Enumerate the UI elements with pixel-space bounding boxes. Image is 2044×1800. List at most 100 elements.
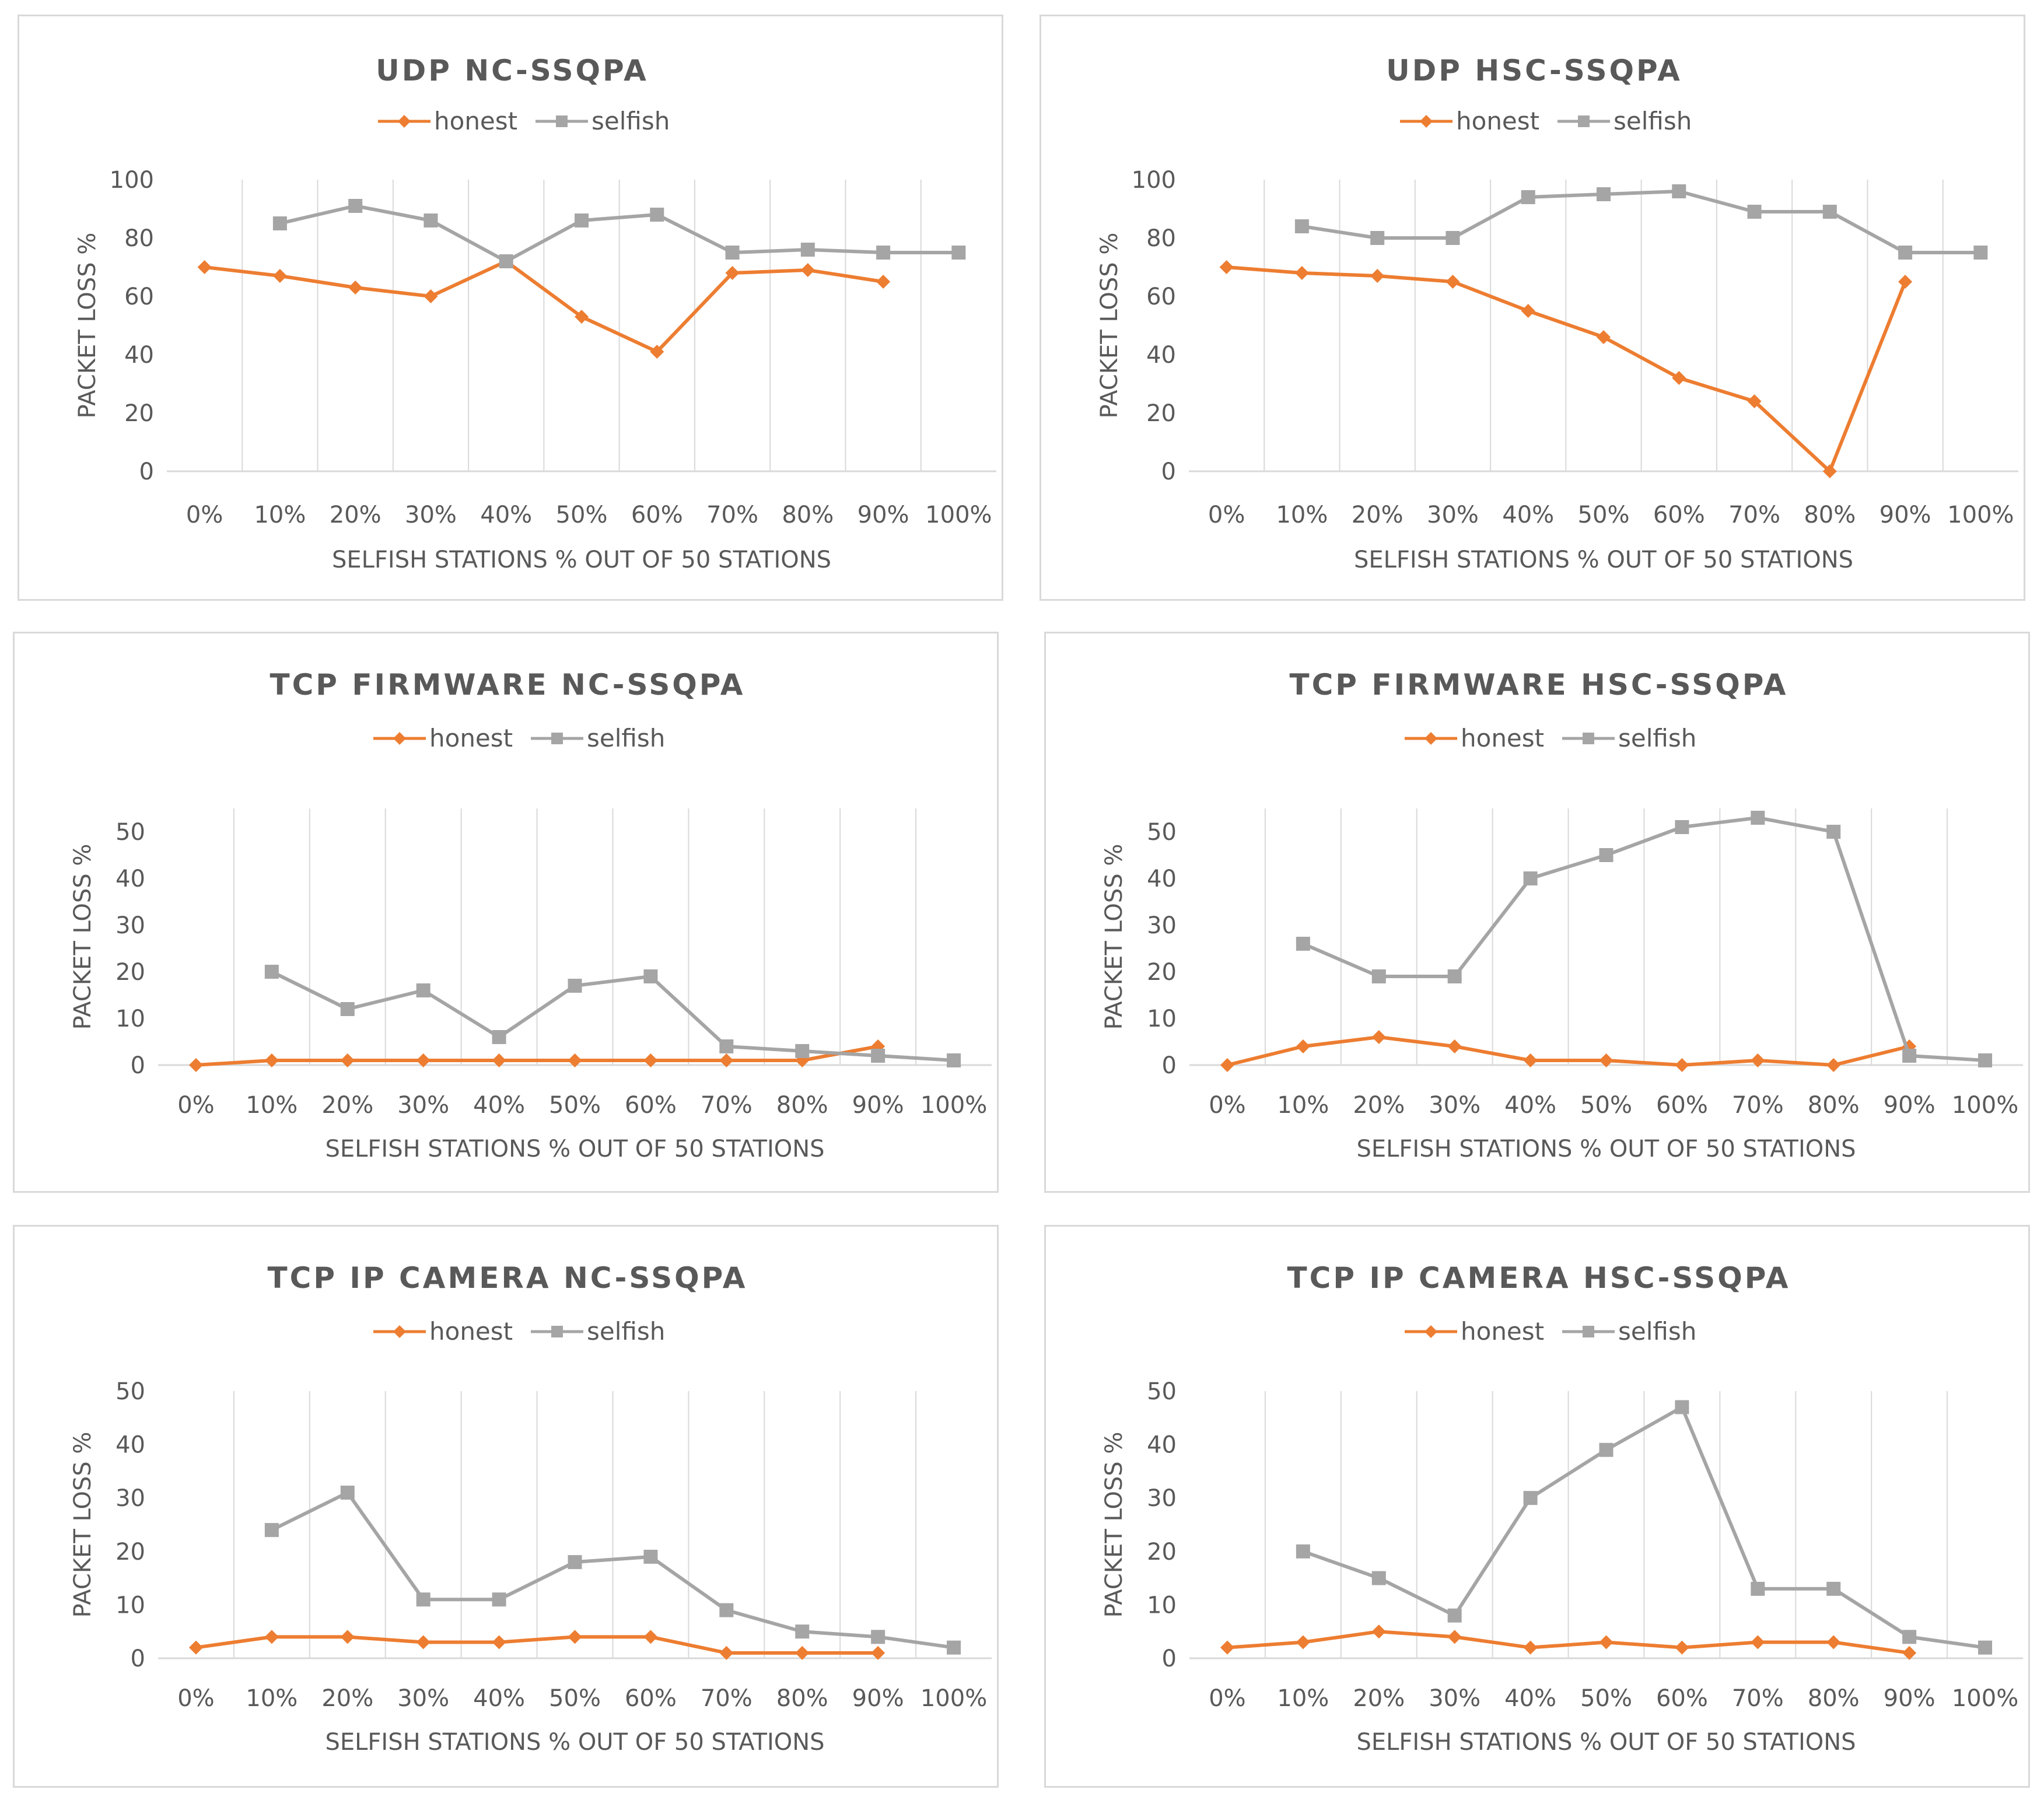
chart-title: TCP FIRMWARE HSC-SSQPA bbox=[1289, 668, 1788, 702]
y-axis-label: PACKET LOSS % bbox=[69, 844, 96, 1030]
data-point-honest bbox=[1599, 1635, 1614, 1650]
y-axis-label: PACKET LOSS % bbox=[69, 1432, 96, 1618]
data-point-honest bbox=[1751, 1053, 1765, 1067]
series-line-honest bbox=[195, 1045, 878, 1067]
data-point-selfish bbox=[800, 243, 815, 257]
legend-label-honest: honest bbox=[434, 107, 517, 135]
data-point-honest bbox=[650, 345, 664, 359]
x-tick-label: 30% bbox=[1429, 1685, 1480, 1712]
legend-marker-honest bbox=[393, 732, 406, 745]
y-axis-label: PACKET LOSS % bbox=[1101, 844, 1128, 1030]
x-tick-label: 80% bbox=[1804, 502, 1856, 528]
series-line-selfish bbox=[1302, 816, 1986, 1062]
x-tick-label: 10% bbox=[246, 1685, 298, 1712]
y-tick-label: 60 bbox=[1146, 283, 1176, 310]
data-point-selfish bbox=[492, 1592, 506, 1607]
data-point-selfish bbox=[1371, 1571, 1386, 1585]
x-tick-label: 60% bbox=[625, 1092, 677, 1119]
data-point-honest bbox=[1371, 1624, 1386, 1639]
x-tick-label: 80% bbox=[782, 502, 834, 528]
x-tick-label: 100% bbox=[921, 1092, 987, 1119]
data-point-selfish bbox=[951, 246, 966, 260]
x-axis-label: SELFISH STATIONS % OUT OF 50 STATIONS bbox=[1356, 1136, 1856, 1162]
chart-panel-tcp-firmware-hsc-ssqpa: TCP FIRMWARE HSC-SSQPA honest selfish 0 10 20… bbox=[1044, 632, 2030, 1193]
y-tick-label: 0 bbox=[139, 458, 154, 485]
y-tick-label: 60 bbox=[124, 283, 154, 310]
data-point-selfish bbox=[492, 1030, 506, 1044]
x-tick-label: 50% bbox=[1580, 1685, 1632, 1712]
data-point-selfish bbox=[499, 254, 513, 268]
data-point-honest bbox=[188, 1058, 203, 1072]
y-tick-label: 0 bbox=[1162, 1052, 1177, 1079]
x-tick-label: 80% bbox=[1808, 1092, 1860, 1119]
chart-title: TCP IP CAMERA NC-SSQPA bbox=[268, 1261, 748, 1295]
x-tick-label: 40% bbox=[1504, 1685, 1556, 1712]
x-tick-label: 20% bbox=[330, 502, 382, 528]
data-point-honest bbox=[1220, 1058, 1234, 1072]
data-point-honest bbox=[1675, 1058, 1689, 1072]
x-tick-label: 60% bbox=[1653, 502, 1705, 528]
x-tick-label: 70% bbox=[701, 1685, 752, 1712]
data-point-selfish bbox=[1675, 820, 1689, 834]
legend-marker-honest bbox=[1420, 115, 1433, 128]
chart-svg: TCP IP CAMERA NC-SSQPA honest selfish 0 10 20… bbox=[69, 1261, 992, 1756]
chart-panel-tcp-ip-camera-nc-ssqpa: TCP IP CAMERA NC-SSQPA honest selfish 0 10 20… bbox=[13, 1225, 999, 1788]
x-tick-label: 100% bbox=[1952, 1685, 2018, 1712]
data-point-selfish bbox=[1294, 219, 1309, 233]
data-point-selfish bbox=[1751, 1581, 1765, 1596]
legend-marker-selfish bbox=[1583, 733, 1594, 744]
x-tick-label: 30% bbox=[1429, 1092, 1480, 1119]
data-point-selfish bbox=[416, 1592, 430, 1607]
x-tick-label: 10% bbox=[1276, 502, 1328, 528]
x-tick-label: 10% bbox=[1277, 1685, 1329, 1712]
data-point-selfish bbox=[643, 1549, 658, 1564]
data-point-honest bbox=[492, 1635, 506, 1650]
data-point-selfish bbox=[650, 208, 664, 222]
y-tick-label: 50 bbox=[116, 1378, 145, 1405]
data-point-honest bbox=[1902, 1645, 1917, 1660]
data-point-selfish bbox=[795, 1044, 810, 1058]
chart-panel-tcp-ip-camera-hsc-ssqpa: TCP IP CAMERA HSC-SSQPA honest selfish 0 10 2… bbox=[1044, 1225, 2030, 1788]
y-tick-label: 100 bbox=[110, 167, 154, 194]
data-point-selfish bbox=[1597, 187, 1611, 201]
series-line-selfish bbox=[1301, 190, 1981, 254]
y-tick-label: 10 bbox=[1147, 1006, 1177, 1032]
x-tick-label: 50% bbox=[549, 1685, 601, 1712]
data-point-selfish bbox=[1447, 1608, 1462, 1623]
x-tick-label: 40% bbox=[480, 502, 532, 528]
chart-svg: UDP NC-SSQPA honest selfish 0 20 40 60 80 100 0% 1… bbox=[74, 54, 996, 573]
y-tick-label: 20 bbox=[124, 400, 154, 427]
x-axis-label: SELFISH STATIONS % OUT OF 50 STATIONS bbox=[325, 1729, 824, 1756]
y-tick-label: 20 bbox=[116, 959, 145, 986]
x-tick-label: 90% bbox=[1884, 1092, 1936, 1119]
y-tick-label: 0 bbox=[131, 1645, 145, 1672]
legend-marker-honest bbox=[1424, 732, 1437, 745]
data-point-selfish bbox=[1978, 1053, 1993, 1067]
legend-marker-selfish bbox=[551, 1326, 563, 1337]
data-point-honest bbox=[719, 1645, 734, 1660]
data-point-honest bbox=[492, 1053, 506, 1067]
x-tick-label: 90% bbox=[858, 502, 909, 528]
x-tick-label: 60% bbox=[1656, 1092, 1708, 1119]
x-tick-label: 60% bbox=[631, 502, 683, 528]
data-point-honest bbox=[568, 1630, 582, 1644]
data-point-selfish bbox=[348, 199, 363, 213]
x-tick-label: 0% bbox=[1208, 502, 1245, 528]
legend-marker-selfish bbox=[1583, 1326, 1594, 1337]
data-point-honest bbox=[876, 275, 891, 289]
y-tick-label: 80 bbox=[124, 225, 154, 252]
y-axis-label: PACKET LOSS % bbox=[1096, 233, 1123, 419]
chart-title: TCP FIRMWARE NC-SSQPA bbox=[270, 668, 745, 702]
data-point-honest bbox=[1296, 1635, 1310, 1650]
x-tick-label: 40% bbox=[1502, 502, 1554, 528]
y-tick-label: 20 bbox=[1147, 1539, 1177, 1566]
x-axis-label: SELFISH STATIONS % OUT OF 50 STATIONS bbox=[332, 547, 831, 573]
data-point-honest bbox=[1747, 394, 1762, 408]
data-point-selfish bbox=[1902, 1630, 1917, 1644]
series-line-honest bbox=[204, 260, 884, 353]
data-point-honest bbox=[264, 1630, 279, 1644]
x-tick-label: 90% bbox=[1880, 502, 1931, 528]
data-point-selfish bbox=[340, 1002, 355, 1016]
legend-label-selfish: selfish bbox=[587, 1317, 665, 1346]
legend-label-selfish: selfish bbox=[1618, 1317, 1696, 1346]
